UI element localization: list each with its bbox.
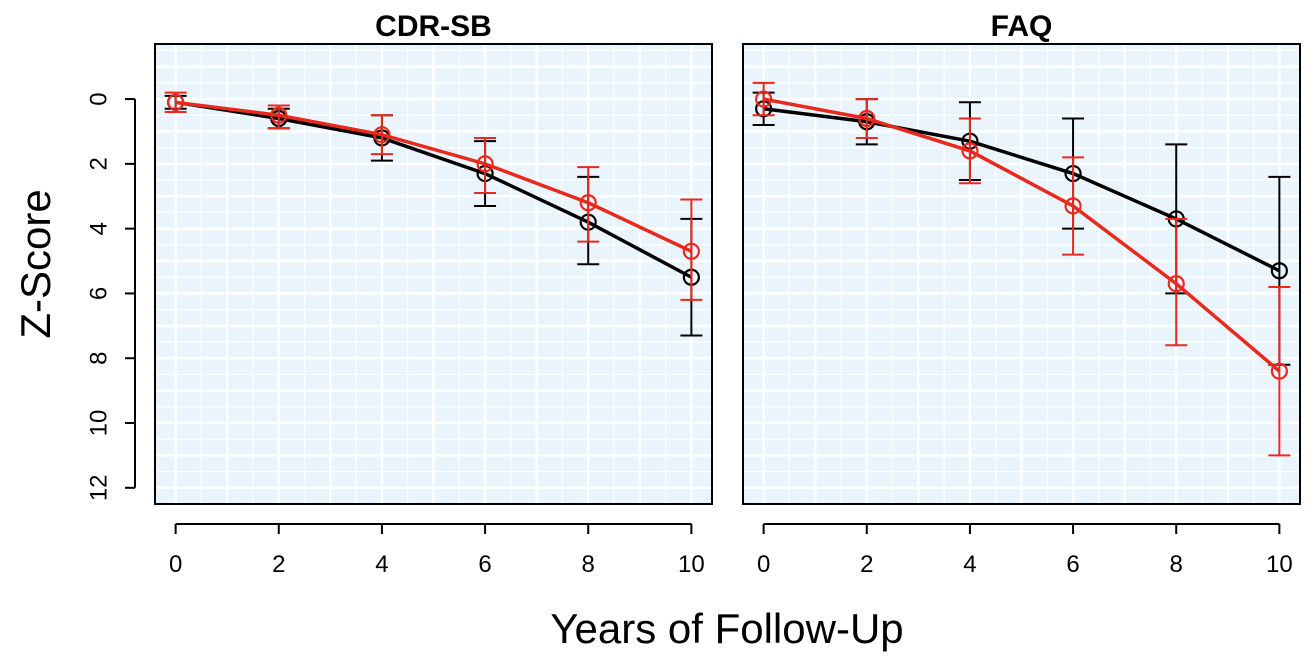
panels: CDR-SB 0 2 4 6 8 10 0 2 4 6 8 10 12 FAQ 0 2 4 6 8 10: [86, 10, 1301, 578]
y-axis: 0 2 4 6 8 10 12: [86, 92, 136, 501]
data-point: [1167, 275, 1185, 293]
y-tick-label: 8: [86, 352, 113, 365]
x-tick-label: 10: [678, 551, 705, 578]
x-tick-label: 8: [582, 551, 595, 578]
y-tick-label: 12: [86, 474, 113, 501]
series-1: [752, 81, 1291, 457]
data-point: [1270, 262, 1288, 280]
x-tick-label: 8: [1170, 551, 1183, 578]
series-line: [175, 100, 693, 279]
y-tick-label: 4: [86, 222, 113, 235]
data-point: [858, 109, 876, 128]
data-point: [270, 106, 288, 124]
panel-title: FAQ: [991, 10, 1053, 43]
x-tick-label: 4: [375, 551, 388, 578]
plot-frame: [154, 43, 713, 505]
data-point: [755, 90, 773, 108]
data-point: [373, 126, 391, 144]
y-tick-label: 0: [86, 92, 113, 105]
x-tick-label: 10: [1266, 551, 1293, 578]
series-1: [164, 91, 703, 301]
panel-0: CDR-SB 0 2 4 6 8 10 0 2 4 6 8 10 12: [86, 10, 713, 578]
data-point: [579, 194, 597, 212]
x-tick-label: 4: [963, 551, 976, 578]
plot-frame: [742, 43, 1301, 505]
x-tick-label: 2: [860, 551, 873, 578]
data-point: [167, 93, 185, 111]
data-point: [1270, 362, 1288, 380]
data-point: [682, 242, 700, 260]
y-tick-label: 2: [86, 157, 113, 170]
panel-title: CDR-SB: [375, 10, 492, 43]
x-tick-label: 6: [1066, 551, 1079, 578]
x-tick-label: 0: [169, 551, 182, 578]
panel-1: FAQ 0 2 4 6 8 10: [742, 10, 1301, 578]
x-tick-label: 2: [272, 551, 285, 578]
series-line: [763, 107, 1281, 273]
series-line: [763, 97, 1281, 373]
x-axis: 0 2 4 6 8 10: [757, 523, 1293, 578]
y-axis-title: Z-Score: [12, 189, 59, 338]
x-tick-label: 6: [478, 551, 491, 578]
x-axis-title: Years of Follow-Up: [550, 605, 903, 652]
y-tick-label: 10: [86, 410, 113, 437]
data-point: [1064, 197, 1082, 215]
x-tick-label: 0: [757, 551, 770, 578]
data-point: [961, 142, 979, 160]
y-tick-label: 6: [86, 287, 113, 300]
x-axis: 0 2 4 6 8 10: [169, 523, 705, 578]
series-line: [175, 100, 693, 253]
data-point: [476, 155, 494, 173]
